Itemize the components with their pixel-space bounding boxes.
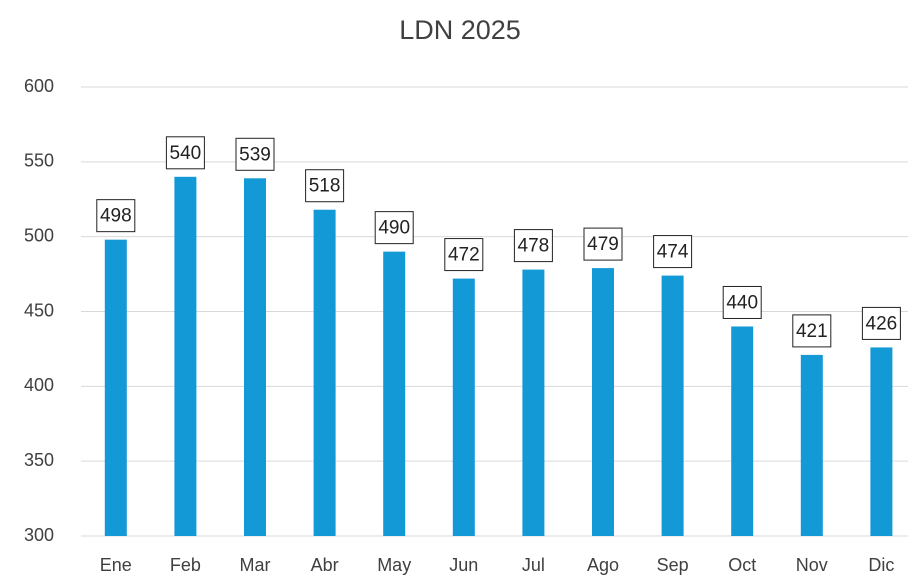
data-label-box [444, 238, 484, 272]
x-tick-label: Nov [796, 555, 828, 575]
data-label-box [374, 211, 414, 245]
data-label: 474 [657, 242, 689, 263]
x-tick-label: Feb [170, 555, 201, 575]
data-label: 518 [309, 176, 341, 197]
x-tick-label: Jul [522, 555, 545, 575]
x-tick-label: Jun [449, 555, 478, 575]
bar [383, 251, 406, 536]
bar [244, 178, 266, 536]
y-tick-label: 600 [24, 76, 54, 96]
data-label-box [165, 136, 205, 170]
data-label-box [305, 169, 345, 203]
bar [174, 176, 197, 537]
y-tick-label: 350 [24, 450, 54, 470]
bar [104, 239, 127, 536]
data-label-box [235, 137, 275, 171]
data-label: 472 [448, 245, 480, 266]
data-label-box [861, 306, 901, 340]
bar [592, 268, 614, 536]
x-tick-label: Oct [728, 555, 756, 575]
data-label: 421 [796, 321, 828, 342]
data-label: 478 [518, 236, 550, 257]
y-tick-label: 450 [24, 300, 54, 320]
bar [870, 347, 893, 536]
y-tick-label: 300 [24, 525, 54, 545]
x-tick-label: Ene [100, 555, 132, 575]
y-tick-label: 550 [24, 151, 54, 171]
y-tick-label: 500 [24, 225, 54, 245]
x-tick-label: Dic [868, 555, 894, 575]
bar [731, 326, 754, 536]
data-label: 479 [587, 234, 619, 255]
chart-title: LDN 2025 [399, 15, 521, 45]
data-label: 440 [726, 292, 758, 313]
data-label-box [583, 227, 623, 261]
data-label-box [722, 285, 762, 319]
x-tick-label: May [377, 555, 411, 575]
x-tick-label: Ago [587, 555, 619, 575]
x-tick-label: Mar [240, 555, 271, 575]
bar [452, 278, 475, 536]
data-label-box [792, 314, 832, 348]
bar [661, 275, 684, 536]
data-label-box [96, 199, 136, 233]
y-tick-label: 400 [24, 375, 54, 395]
data-label-box [653, 235, 693, 269]
data-label: 539 [239, 144, 271, 165]
bar [313, 209, 336, 536]
bar [800, 354, 823, 536]
data-label: 540 [170, 143, 202, 164]
x-tick-label: Sep [657, 555, 689, 575]
x-tick-label: Abr [311, 555, 339, 575]
data-label-box [513, 229, 553, 263]
data-label: 498 [100, 206, 132, 227]
data-label: 426 [866, 313, 898, 334]
data-label: 490 [378, 218, 410, 239]
bar [522, 269, 545, 536]
